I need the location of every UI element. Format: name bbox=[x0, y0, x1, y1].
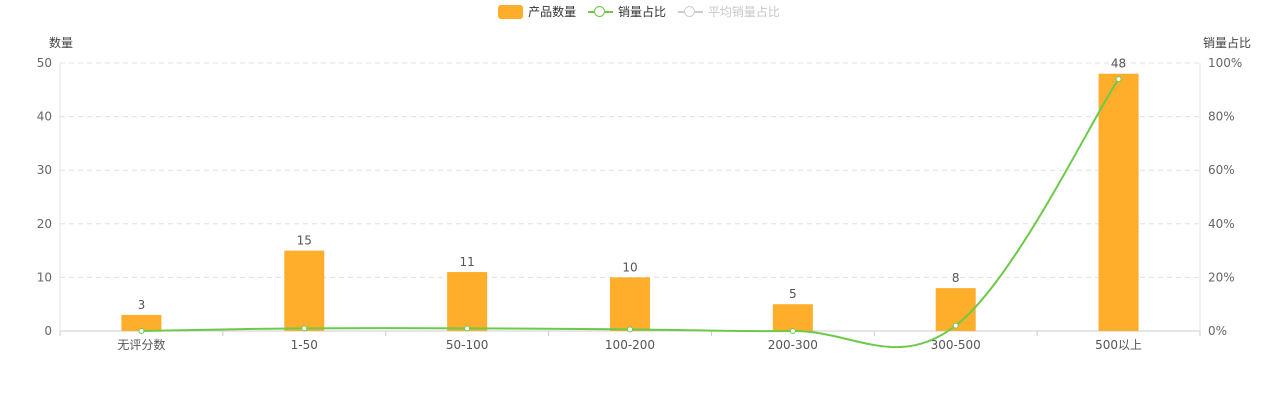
legend-item-sales-share[interactable]: 销量占比 bbox=[587, 3, 666, 20]
legend-swatch-bar bbox=[498, 4, 524, 19]
x-tick-label: 300-500 bbox=[931, 338, 981, 352]
line-point bbox=[952, 322, 959, 329]
y-tick-left: 20 bbox=[37, 217, 52, 231]
y-tick-left: 40 bbox=[37, 110, 52, 124]
line-point bbox=[464, 325, 471, 332]
y-axis-left-title: 数量 bbox=[49, 36, 74, 50]
x-tick-label: 1-50 bbox=[291, 338, 318, 352]
y-tick-right: 100% bbox=[1208, 56, 1242, 70]
chart-legend: 产品数量 销量占比 平均销量占比 bbox=[0, 3, 1278, 22]
line-point bbox=[301, 325, 308, 332]
bar-value-label: 48 bbox=[1111, 57, 1126, 71]
bar bbox=[610, 277, 650, 331]
x-tick-label: 500以上 bbox=[1095, 338, 1142, 352]
bar-value-label: 11 bbox=[460, 255, 475, 269]
legend-item-product-count[interactable]: 产品数量 bbox=[498, 3, 576, 20]
y-tick-right: 40% bbox=[1208, 217, 1235, 231]
bar bbox=[772, 304, 813, 331]
line-point bbox=[789, 328, 796, 334]
x-tick-label: 100-200 bbox=[605, 338, 655, 352]
legend-swatch-line bbox=[587, 5, 613, 19]
y-tick-left: 0 bbox=[44, 324, 52, 338]
x-tick-label: 无评分数 bbox=[117, 337, 165, 352]
legend-swatch-line bbox=[677, 5, 703, 19]
line-point bbox=[138, 328, 145, 334]
bar bbox=[1098, 73, 1139, 331]
y-tick-left: 30 bbox=[37, 163, 52, 177]
bar bbox=[284, 250, 325, 331]
y-tick-left: 50 bbox=[37, 56, 52, 70]
y-tick-right: 80% bbox=[1208, 110, 1235, 124]
y-tick-left: 10 bbox=[37, 270, 52, 284]
bar-value-label: 15 bbox=[297, 234, 312, 248]
legend-label: 销量占比 bbox=[617, 5, 666, 19]
bar-value-label: 5 bbox=[789, 287, 797, 301]
x-tick-label: 200-300 bbox=[768, 338, 818, 352]
bar-value-label: 3 bbox=[138, 298, 146, 312]
line-point bbox=[627, 326, 633, 333]
legend-label: 平均销量占比 bbox=[707, 5, 780, 19]
y-tick-right: 20% bbox=[1208, 270, 1235, 284]
bar-value-label: 10 bbox=[622, 260, 637, 274]
line-point bbox=[1115, 76, 1122, 83]
legend-item-avg-sales-share[interactable]: 平均销量占比 bbox=[677, 3, 780, 20]
bar bbox=[447, 272, 488, 331]
bar bbox=[121, 314, 162, 331]
y-tick-right: 0% bbox=[1208, 324, 1227, 338]
y-axis-right-title: 销量占比 bbox=[1202, 36, 1251, 50]
bar-value-label: 8 bbox=[952, 271, 960, 285]
legend-label: 产品数量 bbox=[528, 5, 577, 19]
y-tick-right: 60% bbox=[1208, 163, 1235, 177]
x-tick-label: 50-100 bbox=[446, 338, 489, 352]
